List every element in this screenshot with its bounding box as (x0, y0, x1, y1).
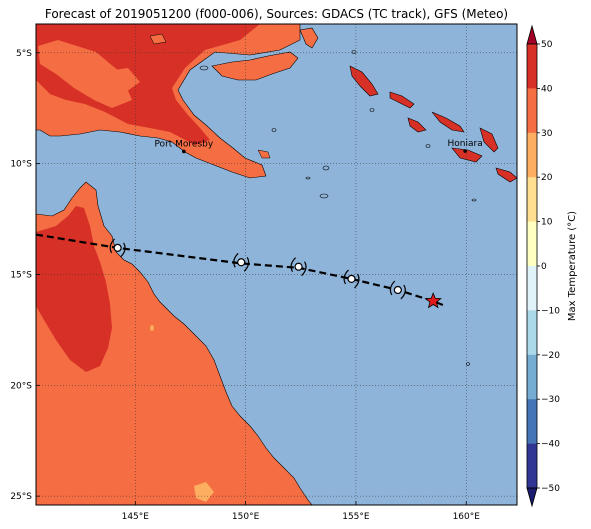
cyclone-track (36, 233, 445, 309)
solomon-island-land (407, 117, 427, 133)
lat-tick-label: 10°S (10, 160, 32, 170)
new-guinea-warm-patch (100, 68, 140, 92)
cyclone-arm (120, 242, 126, 258)
colorbar: 50 40 30 20 10 0 −10 −20 −30 −40 −50 (526, 24, 560, 508)
australia-land (36, 181, 313, 505)
lon-tick-label: 160°E (453, 512, 481, 522)
solomon-island-land (431, 111, 465, 133)
warm-spot-10-20 (150, 325, 154, 331)
track-point (113, 243, 122, 252)
bougainville-land (349, 65, 379, 97)
colorbar-tick-label: 10 (541, 218, 553, 228)
cyclone-symbol (109, 238, 126, 258)
lat-tick-label: 15°S (10, 270, 32, 280)
cyclone-arm (343, 269, 349, 285)
solomon-island-land (479, 127, 499, 153)
colorbar-tick-label: −10 (541, 306, 560, 316)
lon-tick-label: 145°E (122, 512, 150, 522)
colorbar-tick-label: −50 (541, 484, 560, 494)
lat-tick-label: 20°S (10, 381, 32, 391)
colorbar-band (527, 310, 537, 356)
colorbar-band (527, 88, 537, 134)
cyclone-arm (400, 284, 406, 300)
colorbar-tick-label: −30 (541, 395, 560, 405)
cyclone-arm (233, 252, 239, 268)
lat-tick-label: 5°S (16, 49, 32, 59)
cyclone-symbol (290, 257, 307, 277)
colorbar-band (527, 354, 537, 400)
new-ireland-land (299, 27, 319, 49)
track-point (294, 262, 303, 271)
cyclone-arm (354, 273, 360, 289)
map-title: Forecast of 2019051200 (f000-006), Sourc… (44, 7, 509, 21)
makira-land (495, 167, 517, 183)
track-point (347, 274, 356, 284)
track-point (393, 285, 402, 295)
solomon-island-land (389, 91, 415, 109)
cyclone-arm (109, 238, 116, 254)
warm-spot-10-20 (194, 482, 214, 502)
colorbar-tick-label: 40 (541, 84, 553, 94)
new-britain-land (211, 51, 299, 81)
new-guinea-warm-patch (40, 100, 102, 128)
colorbar-tick-label: −20 (541, 351, 560, 361)
new-guinea-warm-patch (38, 40, 132, 108)
colorbar-band (527, 266, 537, 311)
cyclone-symbol (233, 252, 250, 272)
colorbar-extend-min (526, 487, 538, 508)
colorbar-extend-max (526, 24, 538, 45)
axis-ticks: 145°E 150°E 155°E 160°E 5°S 10°S 15°S 20°S 25°S (10, 49, 480, 522)
colorbar-tick-label: 50 (541, 40, 553, 50)
colorbar-tick-label: 30 (541, 129, 553, 139)
colorbar-band (527, 177, 537, 222)
colorbar-band (527, 44, 537, 89)
place-dot (182, 149, 186, 154)
manus-land (149, 33, 167, 45)
colorbar-band (527, 221, 537, 267)
track-point (237, 258, 246, 267)
cyclone-symbol (389, 280, 406, 300)
cyclone-symbol (343, 269, 360, 289)
places: Port Moresby Honiara (154, 139, 483, 154)
place-label: Honiara (448, 139, 483, 149)
map-frame (35, 23, 518, 506)
lon-tick-label: 150°E (232, 512, 260, 522)
colorbar-label: Max Temperature (°C) (567, 211, 578, 321)
colorbar-band (527, 132, 537, 178)
colorbar-tick-label: −40 (541, 440, 560, 450)
current-position-star-icon (424, 291, 442, 309)
colorbar-tick-label: 0 (541, 262, 547, 272)
small-islets (199, 50, 477, 366)
cape-york-hot-zone (36, 206, 112, 372)
colorbar-band (527, 399, 537, 444)
place-label: Port Moresby (154, 139, 213, 149)
land-layer (36, 24, 517, 505)
lon-tick-label: 155°E (342, 512, 370, 522)
dentrecasteaux-island-land (257, 149, 271, 159)
cyclone-arm (243, 256, 250, 272)
cyclone-arm (290, 257, 296, 273)
colorbar-band (527, 443, 537, 489)
cyclone-arm (301, 261, 307, 277)
cyclone-arm (389, 280, 396, 296)
colorbar-tick-label: 20 (541, 173, 553, 183)
place-dot (463, 149, 467, 153)
lat-tick-label: 25°S (10, 492, 32, 502)
